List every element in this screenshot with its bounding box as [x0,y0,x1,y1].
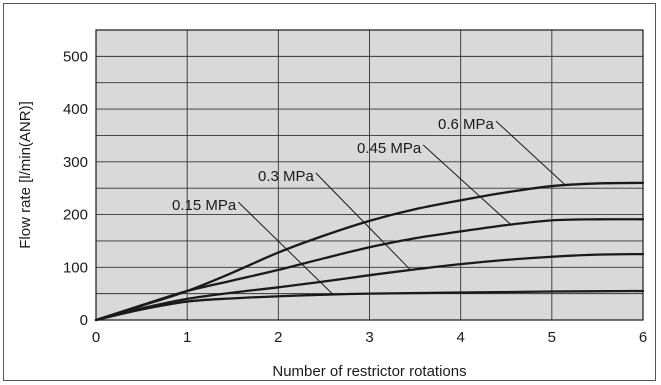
x-tick-label: 5 [548,329,556,346]
series-line-0-6-mpa [94,181,645,322]
label-leader-line [422,144,512,225]
x-tick-label: 3 [365,329,373,346]
y-tick-label: 200 [63,207,88,224]
series-label: 0.3 MPa [258,168,315,185]
plot-border [95,29,644,321]
y-tick-label: 0 [80,312,88,329]
x-tick-label: 2 [274,329,282,346]
gridlines [96,30,643,320]
y-tick-labels: 0 100 200 300 400 500 [63,48,88,329]
x-axis-label: Number of restrictor rotations [272,363,466,380]
label-leader-line [237,201,334,295]
series-line-0-15-mpa [94,289,645,322]
x-tick-labels: 0 1 2 3 4 5 6 [92,329,647,346]
y-axis-label: Flow rate [l/min(ANR)] [17,101,34,249]
y-tick-label: 400 [63,101,88,118]
x-tick-label: 1 [183,329,191,346]
series-label: 0.45 MPa [357,140,422,157]
x-tick-label: 6 [639,329,647,346]
label-leader-line [495,120,566,186]
label-leader-lines [237,120,566,295]
series-label: 0.15 MPa [172,197,237,214]
label-leader-line [315,172,411,271]
series-labels: 0.15 MPa 0.3 MPa 0.45 MPa 0.6 MPa [172,116,495,214]
y-tick-label: 100 [63,259,88,276]
x-tick-label: 4 [456,329,464,346]
series-label: 0.6 MPa [438,116,495,133]
chart-frame [3,3,656,381]
y-tick-label: 300 [63,154,88,171]
y-tick-label: 500 [63,48,88,65]
x-tick-label: 0 [92,329,100,346]
series-lines [94,181,645,322]
series-line-0-3-mpa [94,252,645,322]
